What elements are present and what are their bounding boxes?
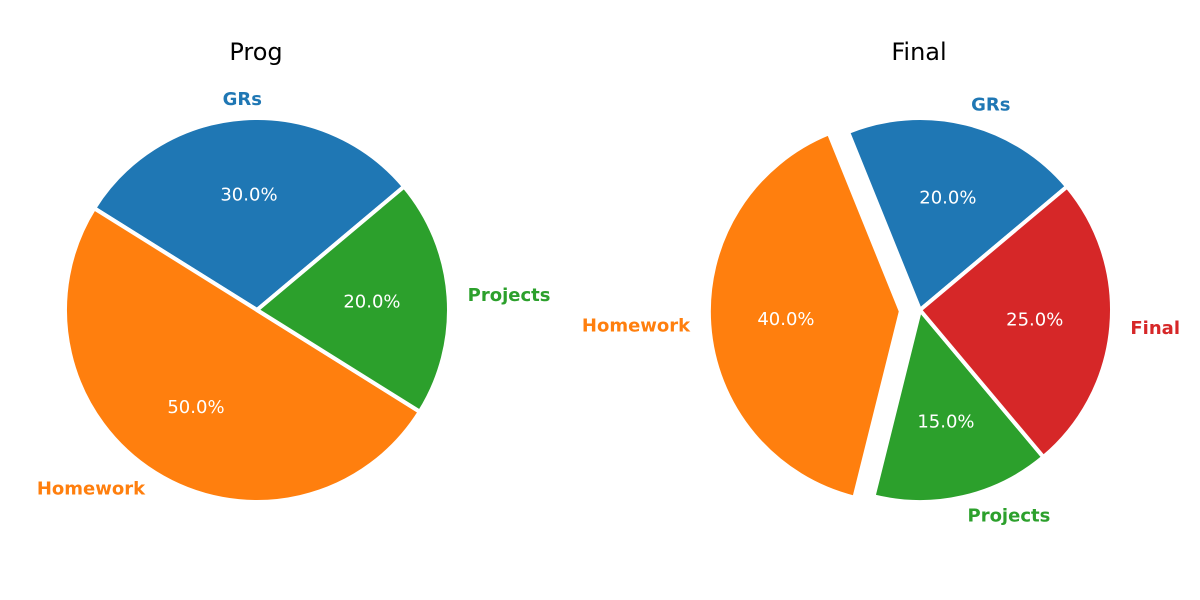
pie-pct-label-prog-projects: 20.0% — [343, 291, 400, 312]
pie-slice-prog-grs — [92, 116, 407, 312]
pie-category-label-final-final: Final — [1130, 318, 1180, 339]
pie-slice-final-grs — [846, 116, 1070, 312]
pie-pct-label-prog-grs: 30.0% — [220, 185, 277, 206]
pie-slice-prog-projects — [255, 184, 451, 414]
pie-category-label-final-grs: GRs — [971, 95, 1010, 116]
pie-title-prog: Prog — [229, 38, 282, 66]
pie-pct-label-final-grs: 20.0% — [919, 188, 976, 209]
pie-category-label-prog-homework: Homework — [37, 479, 146, 500]
pie-category-label-prog-grs: GRs — [223, 89, 262, 110]
pie-slice-final-final — [918, 184, 1115, 460]
pie-pct-label-final-projects: 15.0% — [917, 412, 974, 433]
pie-category-label-final-projects: Projects — [968, 505, 1051, 526]
pie-pct-label-prog-homework: 50.0% — [167, 397, 224, 418]
pie-chart-prog: Prog 30.0% GRs 50.0% Homework 20.0% Projects — [37, 38, 551, 504]
pie-title-final: Final — [891, 38, 946, 66]
pie-slice-final-projects — [871, 308, 1046, 504]
pie-slice-prog-homework — [63, 206, 422, 504]
pie-pct-label-final-final: 25.0% — [1006, 310, 1063, 331]
pie-chart-final: Final 20.0% GRs 40.0% Homework 15.0% Projects… — [582, 38, 1180, 526]
pie-slice-final-homework — [706, 131, 903, 500]
pie-category-label-final-homework: Homework — [582, 316, 691, 337]
pie-pct-label-final-homework: 40.0% — [757, 309, 814, 330]
pie-category-label-prog-projects: Projects — [468, 285, 551, 306]
